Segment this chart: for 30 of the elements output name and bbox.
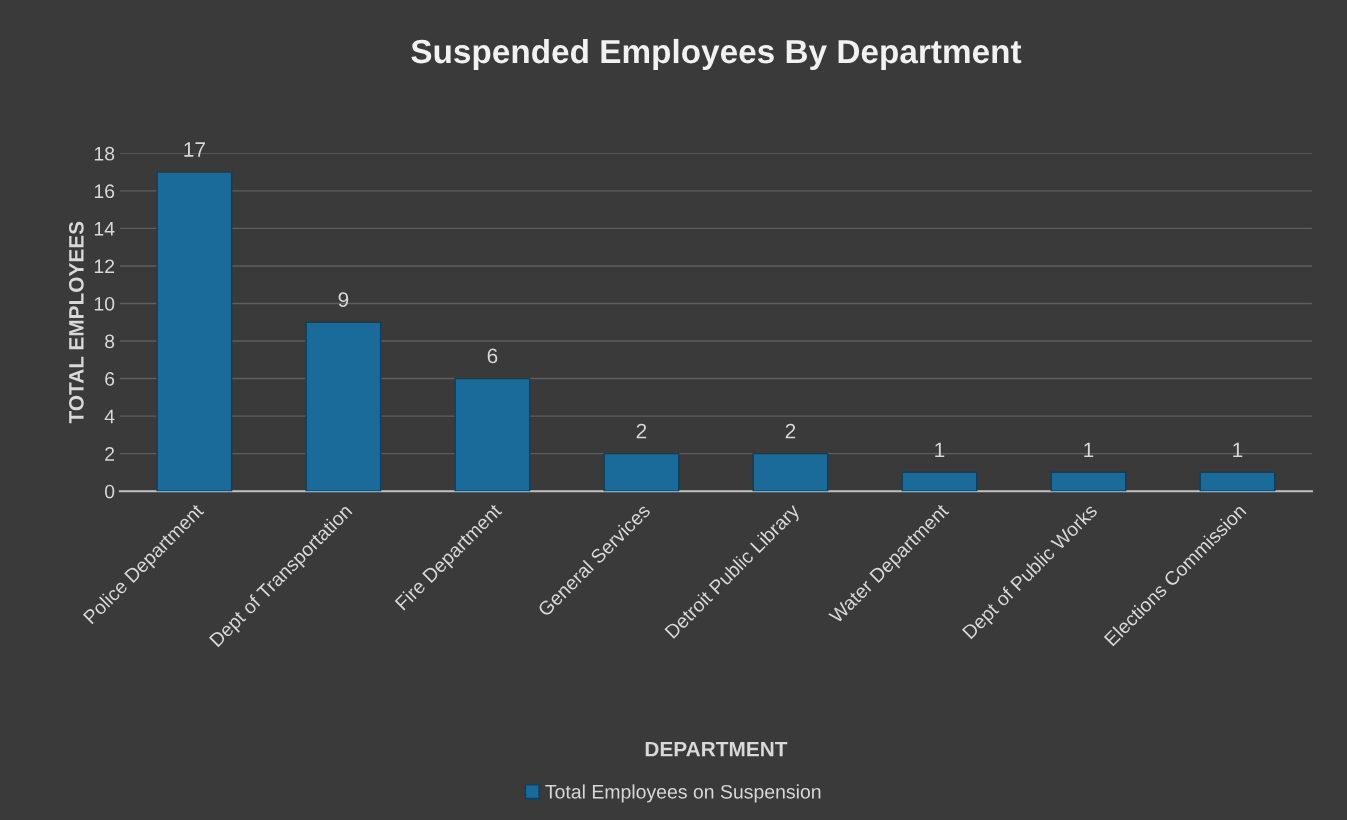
y-tick-label: 8: [105, 334, 115, 349]
data-label: 2: [636, 423, 647, 439]
y-tick-label: 10: [94, 296, 115, 311]
data-label: 2: [785, 423, 796, 439]
y-tick-label: 12: [94, 259, 115, 273]
y-tick-label: 4: [104, 409, 115, 424]
data-label: 1: [935, 442, 945, 457]
bar: [454, 377, 531, 492]
y-axis-title: TOTAL EMPLOYEES: [68, 221, 84, 424]
data-label: 1: [1084, 442, 1094, 457]
y-tick-label: 18: [94, 146, 115, 161]
data-label: 9: [338, 292, 349, 308]
bar: [1050, 471, 1127, 492]
bar: [1199, 471, 1276, 492]
y-tick-label: 6: [105, 372, 115, 386]
bar: [603, 452, 680, 492]
chart-title: Suspended Employees By Department: [411, 38, 1022, 70]
data-label: 1: [1233, 442, 1243, 457]
data-label: 6: [487, 348, 498, 364]
y-tick-label: 16: [94, 184, 115, 199]
data-label: 17: [184, 142, 205, 157]
bar: [752, 452, 829, 492]
y-tick-label: 2: [105, 447, 115, 461]
bar: [156, 171, 233, 492]
x-axis-title: DEPARTMENT: [645, 741, 788, 757]
bar: [901, 471, 978, 492]
legend-label: Total Employees on Suspension: [545, 784, 821, 803]
y-tick-label: 14: [94, 222, 115, 236]
bar: [305, 321, 382, 492]
y-tick-label: 0: [104, 484, 115, 499]
